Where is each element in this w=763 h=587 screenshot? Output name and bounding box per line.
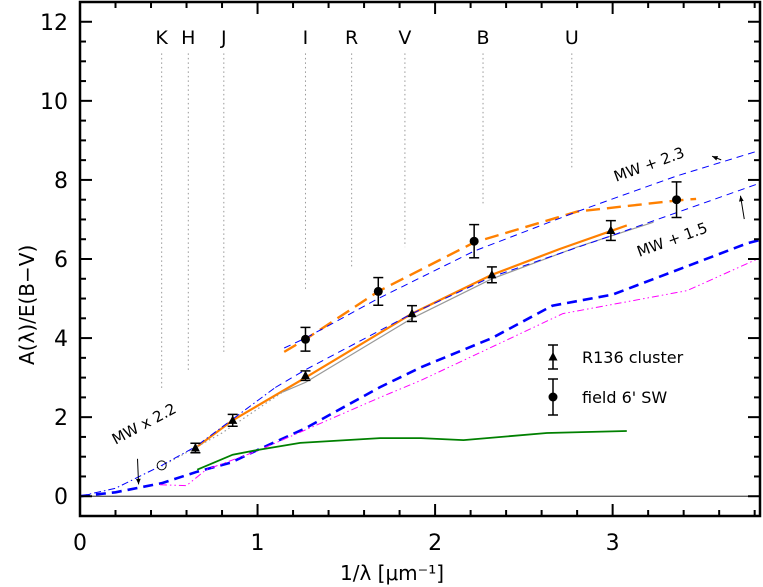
series-line [275, 182, 761, 388]
legend-item: field 6' SW [548, 378, 667, 416]
triangle-marker [407, 308, 417, 318]
data-point [469, 223, 480, 259]
triangle-marker [228, 415, 238, 424]
circle-marker [373, 286, 383, 296]
series-line [194, 224, 628, 449]
x-axis-label: 1/λ [μm⁻¹] [340, 561, 444, 585]
band-label: V [398, 27, 411, 49]
circle-marker [469, 236, 479, 246]
x-tick-label: 2 [428, 531, 442, 556]
data-point [300, 326, 311, 352]
legend-item: R136 cluster [548, 344, 684, 370]
band-label: B [477, 27, 490, 49]
triangle-marker [487, 269, 497, 279]
data-point [227, 413, 238, 427]
data-point [407, 304, 418, 323]
triangle-marker [548, 352, 558, 361]
series-line [79, 238, 761, 498]
data-point [486, 266, 497, 284]
series-line [161, 391, 283, 467]
band-label: R [345, 27, 358, 49]
y-tick-label: 10 [40, 90, 68, 115]
x-tick-label: 1 [251, 531, 265, 556]
annotation-label: MW x 2.2 [109, 400, 179, 449]
y-tick-label: 0 [54, 485, 68, 510]
data-point [373, 276, 384, 307]
band-label: K [155, 27, 168, 49]
legend-label: field 6' SW [582, 388, 667, 407]
y-axis-label: A(λ)/E(B−V) [15, 245, 39, 365]
x-tick-label: 0 [73, 531, 87, 556]
triangle-marker [190, 442, 200, 452]
circle-marker [672, 195, 682, 205]
open-circle-marker [156, 460, 167, 471]
band-label: I [303, 27, 309, 49]
data-point [605, 219, 616, 242]
data-point [300, 370, 311, 382]
series-line [196, 430, 627, 471]
x-tick-label: 3 [606, 531, 620, 556]
circle-marker [300, 334, 310, 344]
arrow-head-icon [739, 195, 744, 202]
series-line [283, 149, 761, 349]
triangle-marker [300, 370, 310, 380]
band-label: J [220, 27, 227, 49]
series-line [79, 387, 276, 497]
circle-marker [548, 392, 558, 402]
y-tick-label: 6 [54, 248, 68, 273]
data-point [671, 181, 682, 219]
arrow-head-icon [712, 156, 719, 161]
data-point [190, 442, 201, 454]
y-tick-label: 2 [54, 406, 68, 431]
arrow-head-icon [136, 478, 141, 485]
triangle-marker [606, 225, 616, 235]
series-line [282, 221, 654, 393]
band-label: H [181, 27, 195, 49]
band-label: U [565, 27, 579, 49]
annotation-label: MW + 2.3 [611, 144, 686, 186]
y-tick-label: 4 [54, 327, 68, 352]
y-tick-label: 12 [40, 11, 68, 36]
legend-label: R136 cluster [582, 348, 684, 367]
y-tick-label: 8 [54, 169, 68, 194]
